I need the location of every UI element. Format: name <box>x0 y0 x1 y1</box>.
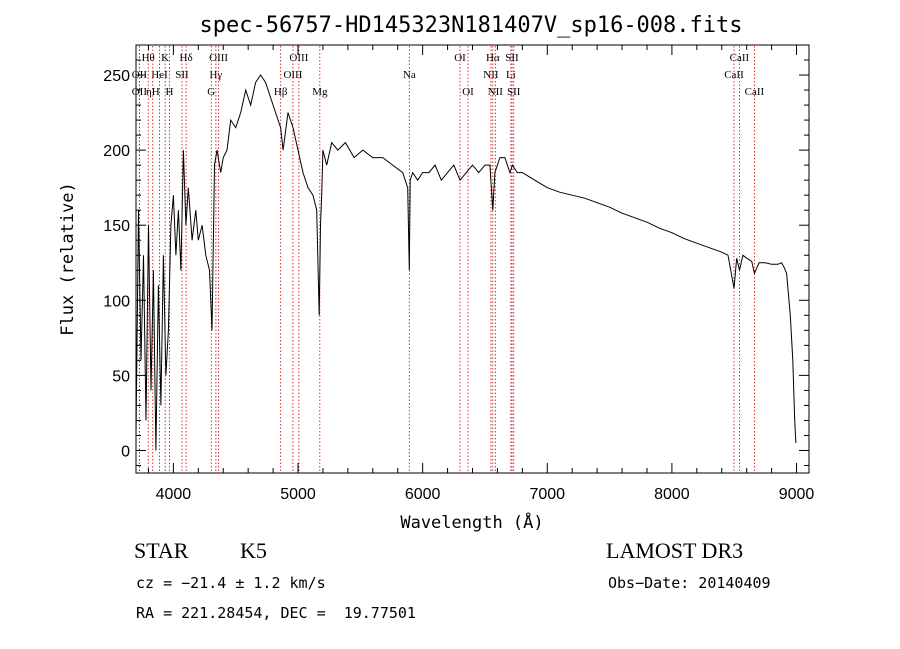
spectral-subclass: K5 <box>240 538 267 563</box>
line-label: NII <box>483 69 499 81</box>
line-label: CaII <box>745 86 765 98</box>
y-axis-label: Flux (relative) <box>58 182 78 336</box>
line-label: SII <box>505 52 519 64</box>
x-tick-label: 9000 <box>779 486 815 503</box>
obs-date-text: Obs−Date: 20140409 <box>608 574 771 592</box>
x-axis-label: Wavelength (Å) <box>400 511 543 533</box>
spectral-class: STAR <box>134 538 189 563</box>
line-label: OIII <box>283 69 302 81</box>
line-label: NII <box>488 86 504 98</box>
line-label: Hβ <box>274 86 288 98</box>
line-label: OI <box>454 52 466 64</box>
plot-frame <box>135 44 810 474</box>
spectrum-line <box>135 74 797 451</box>
line-label: OII <box>132 86 148 98</box>
line-label: K <box>161 52 169 64</box>
line-label: Mg <box>312 86 328 98</box>
y-tick-label: 0 <box>121 443 130 460</box>
line-label: G <box>207 86 215 98</box>
line-label: SII <box>175 69 189 81</box>
line-label: Na <box>403 69 416 81</box>
y-tick-label: 50 <box>112 368 130 385</box>
x-tick-label: 6000 <box>405 486 441 503</box>
series-layer <box>135 74 797 451</box>
axis-ticks: 4000 5000 6000 7000 8000 9000 0 50 100 150 200 250 <box>103 45 814 503</box>
line-label: HeI <box>151 69 168 81</box>
x-tick-label: 5000 <box>280 486 316 503</box>
chart-title: spec-56757-HD145323N181407V_sp16-008.fit… <box>199 13 742 38</box>
line-label: CaII <box>730 52 750 64</box>
x-tick-label: 8000 <box>654 486 690 503</box>
line-label: Hγ <box>209 69 222 81</box>
line-label: Li <box>506 69 516 81</box>
x-tick-label: 4000 <box>156 486 192 503</box>
line-label: OIII <box>209 52 228 64</box>
line-label: OI <box>462 86 474 98</box>
y-tick-label: 200 <box>103 143 130 160</box>
x-tick-label: 7000 <box>529 486 565 503</box>
redshift-text: cz = −21.4 ± 1.2 km/s <box>136 574 326 592</box>
line-label: ηH <box>146 86 160 98</box>
line-label: Hδ <box>180 52 193 64</box>
line-label: SII <box>507 86 521 98</box>
y-tick-label: 150 <box>103 218 130 235</box>
coordinates-text: RA = 221.28454, DEC = 19.77501 <box>136 604 416 622</box>
line-label: CaII <box>724 69 744 81</box>
line-label: Hα <box>486 52 500 64</box>
survey-name: LAMOST DR3 <box>606 538 744 563</box>
line-label: H <box>166 86 174 98</box>
y-tick-label: 100 <box>103 293 130 310</box>
line-label: Hθ <box>142 52 155 64</box>
line-label: OIII <box>289 52 308 64</box>
y-tick-label: 250 <box>103 68 130 85</box>
